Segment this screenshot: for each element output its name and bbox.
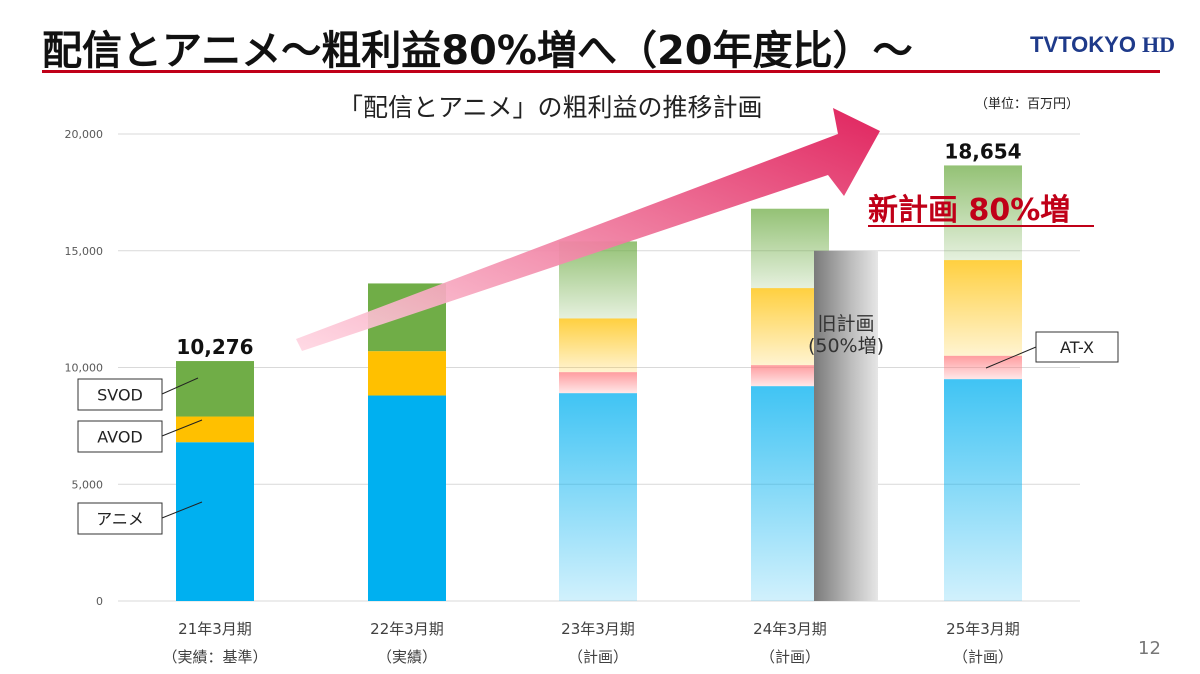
- callout-label: SVOD: [97, 386, 143, 405]
- old-plan-label: (50%増): [808, 335, 884, 357]
- callout-label: アニメ: [96, 510, 144, 529]
- chart-subtitle: 「配信とアニメ」の粗利益の推移計画: [338, 93, 763, 122]
- bar-segment-anime: [944, 379, 1022, 601]
- growth-arrow: [296, 108, 880, 351]
- x-tick-label: 24年3月期: [753, 620, 827, 638]
- callout-box: [77, 420, 163, 453]
- bar-segment-avod: [944, 260, 1022, 356]
- bar-segment-avod: [559, 318, 637, 373]
- bar-segment-svod: [944, 165, 1022, 261]
- callout-box: [77, 378, 163, 411]
- bar-segment-atx: [559, 372, 637, 394]
- callout-leader: [161, 377, 199, 395]
- page-number: 12: [1138, 638, 1161, 659]
- x-tick-label: 21年3月期: [178, 620, 252, 638]
- slide-title: 配信とアニメ～粗利益80%増へ（20年度比）～: [42, 28, 913, 74]
- total-label: 18,654: [944, 139, 1021, 163]
- bar-segment-anime: [559, 393, 637, 601]
- new-plan-label: 新計画 80%増: [868, 193, 1070, 228]
- logo-tv-mark: TV: [1030, 32, 1059, 57]
- x-tick-sublabel: （実績）: [377, 648, 437, 666]
- bar-segment-anime: [368, 395, 446, 601]
- x-tick-sublabel: （実績：基準）: [162, 648, 267, 666]
- y-tick-label: 0: [96, 595, 103, 608]
- x-tick-label: 23年3月期: [561, 620, 635, 638]
- unit-label: （単位：百万円）: [975, 97, 1080, 112]
- logo-text: TOKYO: [1058, 32, 1136, 57]
- y-tick-label: 20,000: [65, 128, 104, 141]
- x-tick-sublabel: （計画）: [760, 648, 820, 666]
- callout-label: AVOD: [97, 428, 143, 447]
- x-tick-sublabel: （計画）: [568, 648, 628, 666]
- bar-segment-atx: [751, 365, 829, 387]
- logo-suffix: HD: [1141, 32, 1175, 57]
- y-tick-label: 10,000: [65, 362, 104, 375]
- company-logo: TVTOKYO HD: [1030, 32, 1175, 58]
- y-tick-label: 15,000: [65, 245, 104, 258]
- callout-leader: [985, 346, 1037, 369]
- callout-box: [1035, 331, 1119, 363]
- bar-segment-avod: [176, 416, 254, 443]
- bar-segment-atx: [944, 355, 1022, 380]
- y-tick-label: 5,000: [72, 478, 104, 491]
- old-plan-bar: [814, 250, 878, 601]
- bar-segment-anime: [176, 442, 254, 601]
- title-underline: [42, 70, 1160, 73]
- callout-box: [77, 502, 163, 535]
- bar-segment-avod: [368, 351, 446, 396]
- x-tick-label: 25年3月期: [946, 620, 1020, 638]
- x-tick-sublabel: （計画）: [953, 648, 1013, 666]
- callout-label: AT-X: [1060, 338, 1094, 357]
- old-plan-label: 旧計画: [817, 313, 874, 335]
- callout-leader: [161, 419, 203, 437]
- bar-segment-svod: [176, 361, 254, 417]
- total-label: 10,276: [176, 335, 253, 359]
- x-tick-label: 22年3月期: [370, 620, 444, 638]
- callout-leader: [161, 501, 203, 519]
